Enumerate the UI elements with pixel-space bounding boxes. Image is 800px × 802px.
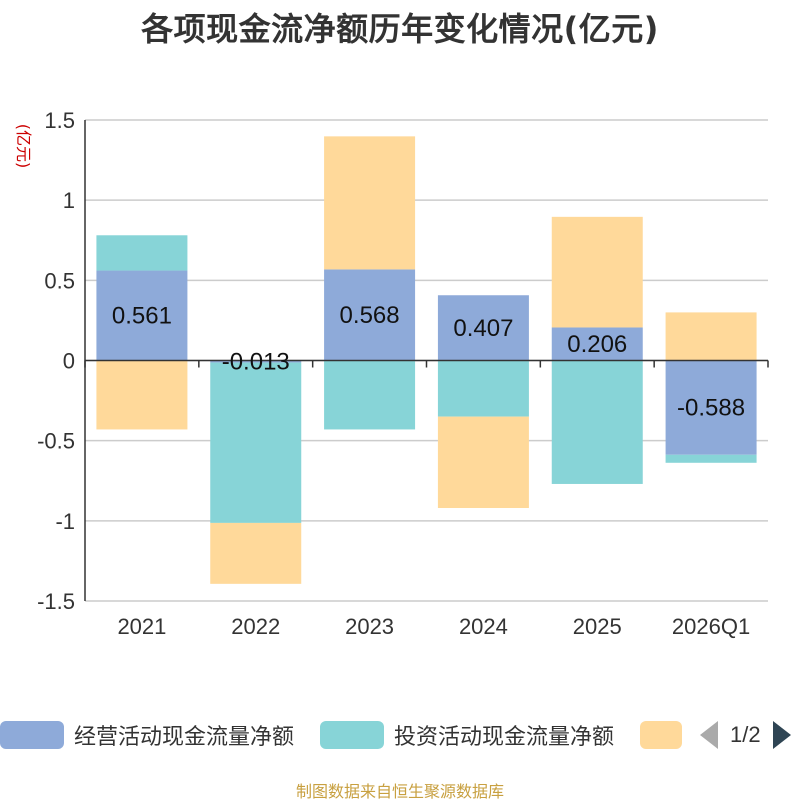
y-tick-label: 1.5 bbox=[44, 108, 75, 133]
legend: 经营活动现金流量净额 投资活动现金流量净额 bbox=[0, 716, 800, 754]
data-label-2025: 0.206 bbox=[567, 331, 627, 358]
bar-2026Q1-series-0[interactable] bbox=[665, 360, 757, 455]
bar-2022-series-2[interactable] bbox=[210, 522, 302, 584]
y-tick-label: 0.5 bbox=[44, 268, 75, 293]
y-axis-label: (亿元) bbox=[14, 124, 33, 169]
legend-item-investing[interactable]: 投资活动现金流量净额 bbox=[320, 716, 614, 754]
legend-pager: 1/2 bbox=[700, 716, 791, 754]
pager-prev-arrow-icon[interactable] bbox=[700, 721, 718, 749]
x-tick-label: 2026Q1 bbox=[672, 614, 750, 639]
data-label-2022: -0.013 bbox=[222, 349, 290, 376]
x-tick-label: 2024 bbox=[459, 614, 508, 639]
y-tick-label: -1 bbox=[55, 509, 75, 534]
x-tick-label: 2025 bbox=[573, 614, 622, 639]
bar-2024-series-1[interactable] bbox=[437, 360, 529, 417]
bar-2026Q1-series-2[interactable] bbox=[665, 312, 757, 361]
bar-2023-series-2[interactable] bbox=[324, 136, 416, 270]
data-label-2021: 0.561 bbox=[112, 303, 172, 330]
data-label-2024: 0.407 bbox=[453, 315, 513, 342]
bar-2021-series-0[interactable] bbox=[96, 270, 188, 361]
legend-label-investing: 投资活动现金流量净额 bbox=[394, 725, 615, 750]
bar-2021-series-1[interactable] bbox=[96, 235, 188, 271]
y-tick-label: -0.5 bbox=[37, 429, 75, 454]
y-tick-label: -1.5 bbox=[37, 589, 75, 614]
x-tick-label: 2023 bbox=[345, 614, 394, 639]
data-label-2026Q1: -0.588 bbox=[677, 395, 745, 422]
legend-item-financing[interactable] bbox=[640, 716, 682, 754]
bar-2025-series-0[interactable] bbox=[551, 327, 643, 361]
bar-2022-series-0[interactable] bbox=[210, 360, 302, 363]
bar-2025-series-2[interactable] bbox=[551, 216, 643, 328]
data-source-note: 制图数据来自恒生聚源数据库 bbox=[295, 782, 504, 801]
y-tick-label: 0 bbox=[63, 349, 75, 374]
chart-title: 各项现金流净额历年变化情况(亿元) bbox=[141, 10, 659, 48]
data-label-2023: 0.568 bbox=[340, 302, 400, 329]
legend-label-operating: 经营活动现金流量净额 bbox=[74, 725, 295, 750]
bar-2024-series-2[interactable] bbox=[437, 416, 529, 509]
x-tick-label: 2021 bbox=[117, 614, 166, 639]
bar-2022-series-1[interactable] bbox=[210, 362, 302, 523]
legend-item-operating[interactable]: 经营活动现金流量净额 bbox=[0, 716, 294, 754]
pager-next-arrow-icon[interactable] bbox=[772, 721, 791, 749]
bar-2025-series-1[interactable] bbox=[551, 360, 643, 484]
legend-swatch-financing bbox=[640, 721, 682, 749]
chart-canvas: 1.5 1 0.5 0 -0.5 -1 -1.5 (亿元) 2021 2022 2023 2024 20… bbox=[14, 108, 769, 639]
bar-2026Q1-series-1[interactable] bbox=[665, 454, 757, 463]
legend-swatch-operating bbox=[0, 721, 64, 749]
bar-2024-series-0[interactable] bbox=[437, 295, 529, 361]
y-tick-label: 1 bbox=[63, 188, 75, 213]
legend-swatch-investing bbox=[320, 721, 384, 749]
pager-text: 1/2 bbox=[730, 722, 761, 747]
bar-2023-series-0[interactable] bbox=[324, 269, 416, 361]
x-tick-label: 2022 bbox=[231, 614, 280, 639]
bar-2021-series-2[interactable] bbox=[96, 360, 188, 430]
bar-2023-series-1[interactable] bbox=[324, 360, 416, 430]
